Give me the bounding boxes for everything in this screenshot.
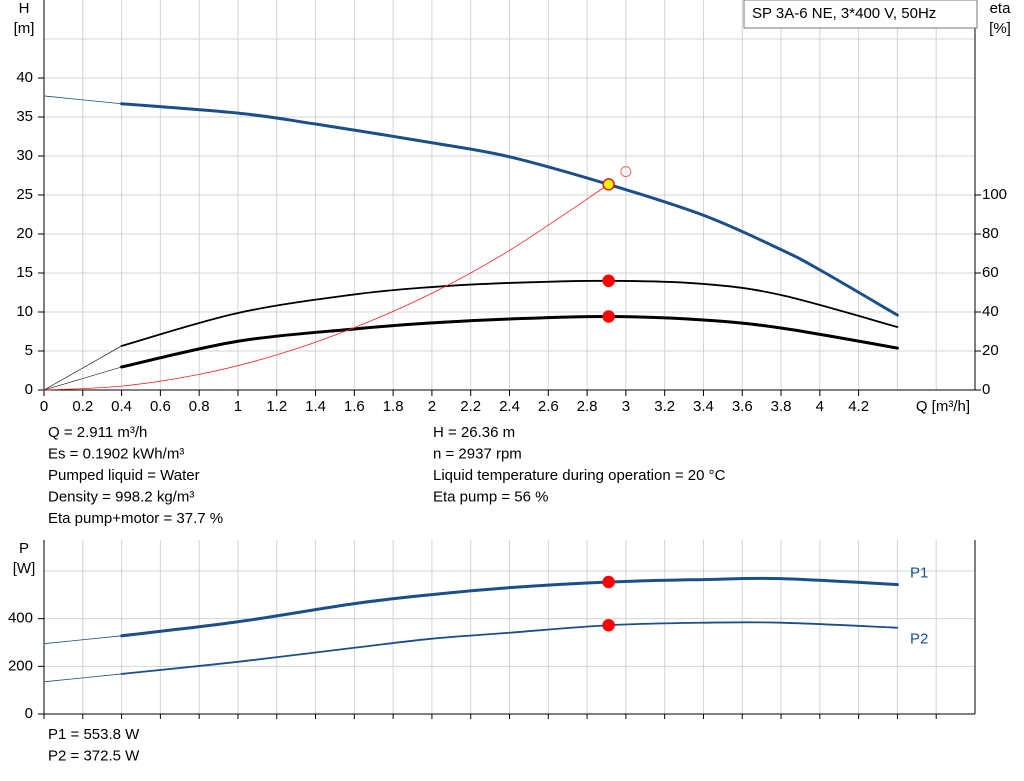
y-tick-label: 35 <box>16 108 33 125</box>
x-tick-label: 3.4 <box>693 398 714 415</box>
x-tick-label: 3.8 <box>771 398 792 415</box>
readout: Pumped liquid = Water <box>48 467 200 484</box>
operating-point <box>602 178 615 191</box>
x-tick-label: 1.6 <box>344 398 365 415</box>
curve <box>120 576 899 638</box>
x-tick-label: 0.4 <box>111 398 132 415</box>
x-tick-label: 2.6 <box>538 398 559 415</box>
curve <box>120 102 899 317</box>
x-tick-label: 2.2 <box>460 398 481 415</box>
readout: n = 2937 rpm <box>433 445 522 462</box>
curve <box>43 183 610 391</box>
y-tick-label: 200 <box>8 657 33 674</box>
x-tick-label: 1.4 <box>305 398 326 415</box>
y-axis-unit: [m] <box>14 20 35 37</box>
y2-tick-label: 60 <box>982 264 999 281</box>
y-tick-label: 0 <box>25 381 33 398</box>
x-tick-label: 4 <box>816 398 824 415</box>
x-tick-label: 1.2 <box>266 398 287 415</box>
y-tick-label: 0 <box>25 705 33 722</box>
curve <box>43 635 122 645</box>
chart-title: SP 3A-6 NE, 3*400 V, 50Hz <box>752 5 936 22</box>
curve <box>43 673 122 683</box>
readout: P2 = 372.5 W <box>48 747 140 764</box>
x-tick-label: 4.2 <box>848 398 869 415</box>
x-tick-label: 0.8 <box>189 398 210 415</box>
x-tick-label: 0.2 <box>72 398 93 415</box>
readout: Q = 2.911 m³/h <box>48 424 147 441</box>
x-tick-label: 3 <box>622 398 630 415</box>
y-axis-unit: [W] <box>13 560 36 577</box>
y-tick-label: 20 <box>16 225 33 242</box>
x-axis-label: Q [m³/h] <box>916 398 970 415</box>
readout: H = 26.36 m <box>433 424 515 441</box>
y2-tick-label: 100 <box>982 186 1007 203</box>
x-tick-label: 2.8 <box>577 398 598 415</box>
curve <box>43 366 122 391</box>
x-tick-label: 2 <box>428 398 436 415</box>
y-tick-label: 15 <box>16 264 33 281</box>
y-tick-label: 30 <box>16 147 33 164</box>
operating-point <box>620 166 632 178</box>
readout: Eta pump = 56 % <box>433 488 549 505</box>
legend-label: P1 <box>910 565 928 582</box>
curve <box>120 314 899 369</box>
y-axis-label: P <box>19 540 29 557</box>
operating-point <box>602 575 615 589</box>
title-box <box>743 0 978 29</box>
x-tick-label: 0.6 <box>150 398 171 415</box>
x-tick-label: 1.8 <box>383 398 404 415</box>
y-tick-label: 5 <box>25 342 33 359</box>
x-tick-label: 2.4 <box>499 398 520 415</box>
y2-axis-label: eta <box>990 0 1012 17</box>
operating-point <box>602 310 615 323</box>
x-tick-label: 3.2 <box>654 398 675 415</box>
curve <box>43 95 122 105</box>
legend-label: P2 <box>910 631 928 648</box>
readout: Liquid temperature during operation = 20… <box>433 467 726 484</box>
y2-tick-label: 0 <box>982 381 990 398</box>
y-tick-label: 10 <box>16 303 33 320</box>
y2-tick-label: 20 <box>982 342 999 359</box>
x-tick-label: 3.6 <box>732 398 753 415</box>
curve <box>43 345 122 391</box>
readout: Eta pump+motor = 37.7 % <box>48 510 223 527</box>
operating-point <box>602 618 615 632</box>
y2-tick-label: 40 <box>982 303 999 320</box>
y-tick-label: 40 <box>16 69 33 86</box>
y2-tick-label: 80 <box>982 225 999 242</box>
readout: Density = 998.2 kg/m³ <box>48 488 194 505</box>
operating-point <box>602 274 615 288</box>
curve <box>120 621 899 675</box>
curve <box>120 279 899 347</box>
readout: Es = 0.1902 kWh/m³ <box>48 445 184 462</box>
y2-axis-unit: [%] <box>989 20 1011 37</box>
y-axis-label: H <box>19 0 30 17</box>
x-tick-label: 1 <box>234 398 242 415</box>
x-tick-label: 0 <box>40 398 48 415</box>
y-tick-label: 400 <box>8 610 33 627</box>
readout: P1 = 553.8 W <box>48 726 140 743</box>
y-tick-label: 25 <box>16 186 33 203</box>
